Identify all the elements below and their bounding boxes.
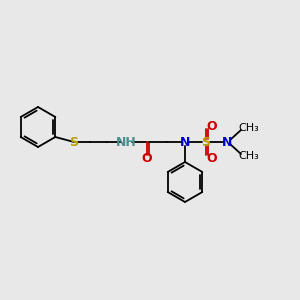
- Text: S: S: [70, 136, 79, 148]
- Text: CH₃: CH₃: [238, 151, 260, 161]
- Text: S: S: [202, 136, 211, 148]
- Text: O: O: [207, 119, 217, 133]
- Text: O: O: [142, 152, 152, 164]
- Text: NH: NH: [116, 136, 136, 148]
- Text: N: N: [222, 136, 232, 148]
- Text: N: N: [180, 136, 190, 148]
- Text: CH₃: CH₃: [238, 123, 260, 133]
- Text: O: O: [207, 152, 217, 164]
